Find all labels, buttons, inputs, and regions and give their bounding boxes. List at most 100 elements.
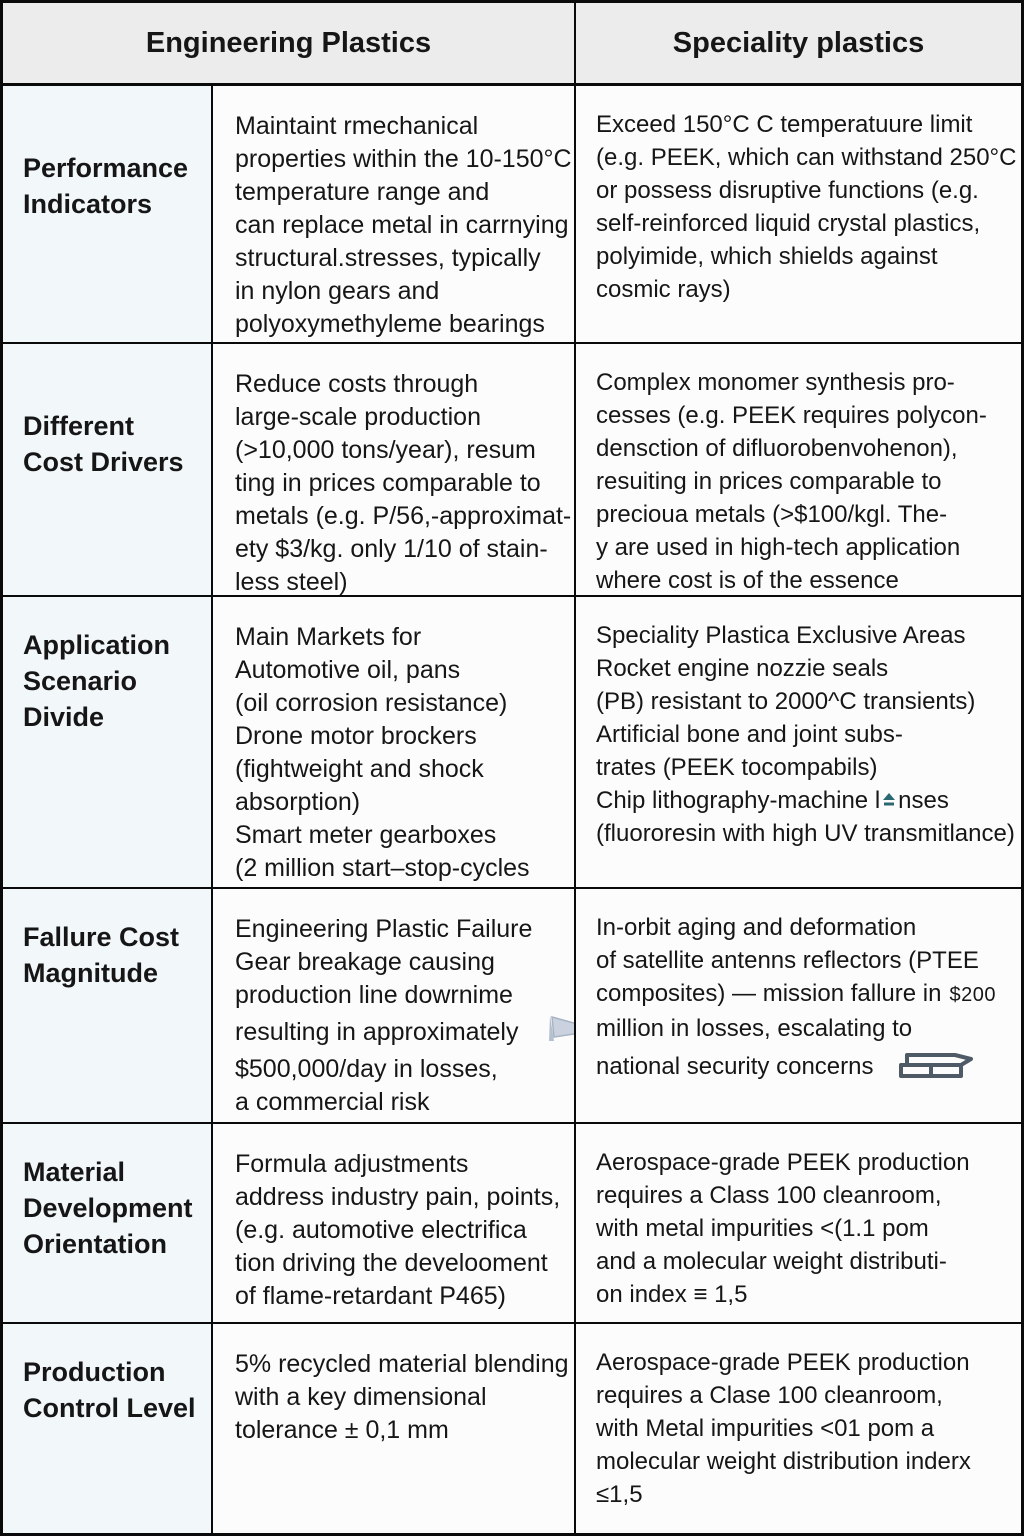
- cell-engineering-production: 5% recycled material blending with a key …: [213, 1324, 576, 1533]
- text-line: temperature range and: [235, 178, 490, 206]
- text-line: Reduce costs through: [235, 370, 479, 398]
- text-line: (>10,000 tons/year), resum: [235, 436, 536, 464]
- speciality-applications-lines-bottom: (fluororesin with high UV transmitlance): [596, 817, 1021, 850]
- text-line: (2 million start–stop-cycles: [235, 854, 530, 882]
- text-line: Artificial bone and joint subs-: [596, 721, 903, 748]
- text-line: Material: [23, 1157, 126, 1187]
- cell-engineering-material-dev: Formula adjustments address industry pain…: [213, 1124, 576, 1322]
- text-line: in nylon gears and: [235, 277, 440, 305]
- cell-engineering-performance: Maintaint rmechanical properties within t…: [213, 86, 576, 342]
- text-line: Application: [23, 630, 170, 660]
- text-line: metals (e.g. P/56,-approximat-: [235, 502, 572, 530]
- speciality-failure-lines-top: In-orbit aging and deformation of satelli…: [596, 911, 1021, 977]
- text-line: Complex monomer synthesis pro-: [596, 369, 955, 396]
- text-line: $500,000/day in losses,: [235, 1055, 498, 1083]
- text-line: Indicators: [23, 189, 153, 219]
- text-line: or possess disruptive functions (e.g.: [596, 177, 979, 204]
- text-line: densction of difluorobenvohenon),: [596, 435, 958, 462]
- text-line: Development: [23, 1193, 193, 1223]
- text-line: structural.stresses, typically: [235, 244, 541, 272]
- cell-speciality-production: Aerospace-grade PEEK production requires …: [576, 1324, 1021, 1533]
- text-line: (e.g. automotive electrifica: [235, 1216, 527, 1244]
- text-line: Speciality Plastica Exclusive Areas: [596, 622, 966, 649]
- text-line: Orientation: [23, 1229, 168, 1259]
- text-line: ety $3/kg. only 1/10 of stain-: [235, 535, 548, 563]
- text-line: Production: [23, 1357, 166, 1387]
- table-row-application-scenario: Application Scenario Divide Main Markets f…: [3, 597, 1021, 889]
- text-line: large-scale production: [235, 403, 481, 431]
- text-line: of satellite antenns reflectors (PTEE: [596, 947, 979, 974]
- cell-speciality-material-dev: Aerospace-grade PEEK production requires …: [576, 1124, 1021, 1322]
- text-line: cesses (e.g. PEEK requires polycon-: [596, 402, 987, 429]
- text-line: Magnitude: [23, 958, 158, 988]
- text-line: Fallure Cost: [23, 922, 180, 952]
- text-line: can replace metal in carrnying: [235, 211, 569, 239]
- text-line: Exceed 150°C C temperatuure limit: [596, 111, 973, 138]
- text-line: of flame-retardant P465): [235, 1282, 506, 1310]
- text-line: Main Markets for: [235, 623, 422, 651]
- text-line: Aerospace-grade PEEK production: [596, 1149, 970, 1176]
- text-line: polyimide, which shields against: [596, 243, 938, 270]
- stack-line-text: national security concerns: [596, 1053, 874, 1080]
- text-line: where cost is of the essence: [596, 567, 899, 594]
- speciality-failure-lines-mid: million in losses, escalating to: [596, 1012, 1021, 1045]
- text-line: Performance: [23, 153, 189, 183]
- cell-speciality-applications: Speciality Plastica Exclusive Areas Rocke…: [576, 597, 1021, 887]
- cell-speciality-performance: Exceed 150°C C temperatuure limit (e.g. P…: [576, 86, 1021, 342]
- text-line: (e.g. PEEK, which can withstand 250°C: [596, 144, 1017, 171]
- cell-speciality-failure-cost: In-orbit aging and deformation of satelli…: [576, 889, 1021, 1122]
- text-line: self-reinforced liquid crystal plastics,: [596, 210, 981, 237]
- text-line: with metal impurities <(1.1 pom: [596, 1215, 929, 1242]
- text-line: a commercial risk: [235, 1088, 430, 1116]
- text-line: Formula adjustments: [235, 1150, 469, 1178]
- text-line: y are used in high-tech application: [596, 534, 961, 561]
- text-line: with a key dimensional: [235, 1383, 487, 1411]
- flag-line: resulting in approximately: [235, 1012, 574, 1053]
- lens-line-post: nses: [898, 787, 949, 814]
- text-line: Drone motor brockers: [235, 722, 477, 750]
- text-line: tion driving the develooment: [235, 1249, 548, 1277]
- table-row-material-development: Material Development Orientation Formula a…: [3, 1124, 1021, 1324]
- text-line: precioua metals (>$100/kgl. The-: [596, 501, 948, 528]
- lens-line-pre: Chip lithography-machine l: [596, 787, 881, 814]
- stacked-plates-icon: [897, 1049, 977, 1092]
- money-line-pre: composites) — mission fallure in: [596, 980, 942, 1007]
- table-row-failure-cost: Fallure Cost Magnitude Engineering Plasti…: [3, 889, 1021, 1124]
- cell-engineering-applications: Main Markets for Automotive oil, pans (oil…: [213, 597, 576, 887]
- text-line: requires a Class 100 cleanroom,: [596, 1182, 942, 1209]
- text-line: Maintaint rmechanical: [235, 112, 479, 140]
- lens-line: Chip lithography-machine l nses: [596, 784, 1021, 817]
- text-line: 5% recycled material blending: [235, 1350, 569, 1378]
- text-line: trates (PEEK tocompabils): [596, 754, 878, 781]
- header-engineering-plastics: Engineering Plastics: [3, 3, 576, 83]
- text-line: Control Level: [23, 1393, 196, 1423]
- text-line: properties within the 10-150°C: [235, 145, 572, 173]
- text-line: Rocket engine nozzie seals: [596, 655, 889, 682]
- row-label-failure-cost: Fallure Cost Magnitude: [3, 889, 213, 1122]
- money-amount: $200: [949, 984, 996, 1006]
- text-line: molecular weight distribution inderx: [596, 1448, 971, 1475]
- flag-icon: [544, 1012, 574, 1053]
- text-line: Different: [23, 411, 135, 441]
- row-label-performance-indicators: Performance Indicators: [3, 86, 213, 342]
- text-line: address industry pain, points,: [235, 1183, 561, 1211]
- text-line: absorption): [235, 788, 361, 816]
- stack-line: national security concerns: [596, 1045, 1021, 1088]
- text-line: less steel): [235, 568, 348, 595]
- table-header-row: Engineering Plastics Speciality plastics: [3, 3, 1021, 86]
- speciality-applications-lines-top: Speciality Plastica Exclusive Areas Rocke…: [596, 619, 1021, 784]
- text-line: requires a Clase 100 cleanroom,: [596, 1382, 943, 1409]
- table-row-production-control: Production Control Level 5% recycled mate…: [3, 1324, 1021, 1533]
- text-line: (oil corrosion resistance): [235, 689, 508, 717]
- header-speciality-plastics: Speciality plastics: [672, 26, 925, 59]
- table-row-cost-drivers: Different Cost Drivers Reduce costs throu…: [3, 344, 1021, 597]
- text-line: Engineering Plastic Failure: [235, 915, 533, 943]
- text-line: Automotive oil, pans: [235, 656, 461, 684]
- text-line: million in losses, escalating to: [596, 1015, 913, 1042]
- text-line: tolerance ± 0,1 mm: [235, 1416, 449, 1444]
- table-row-performance-indicators: Performance Indicators Maintaint rmechani…: [3, 86, 1021, 344]
- text-line: production line dowrnime: [235, 981, 513, 1009]
- text-line: Aerospace-grade PEEK production: [596, 1349, 970, 1376]
- text-line: (PB) resistant to 2000^C transients): [596, 688, 976, 715]
